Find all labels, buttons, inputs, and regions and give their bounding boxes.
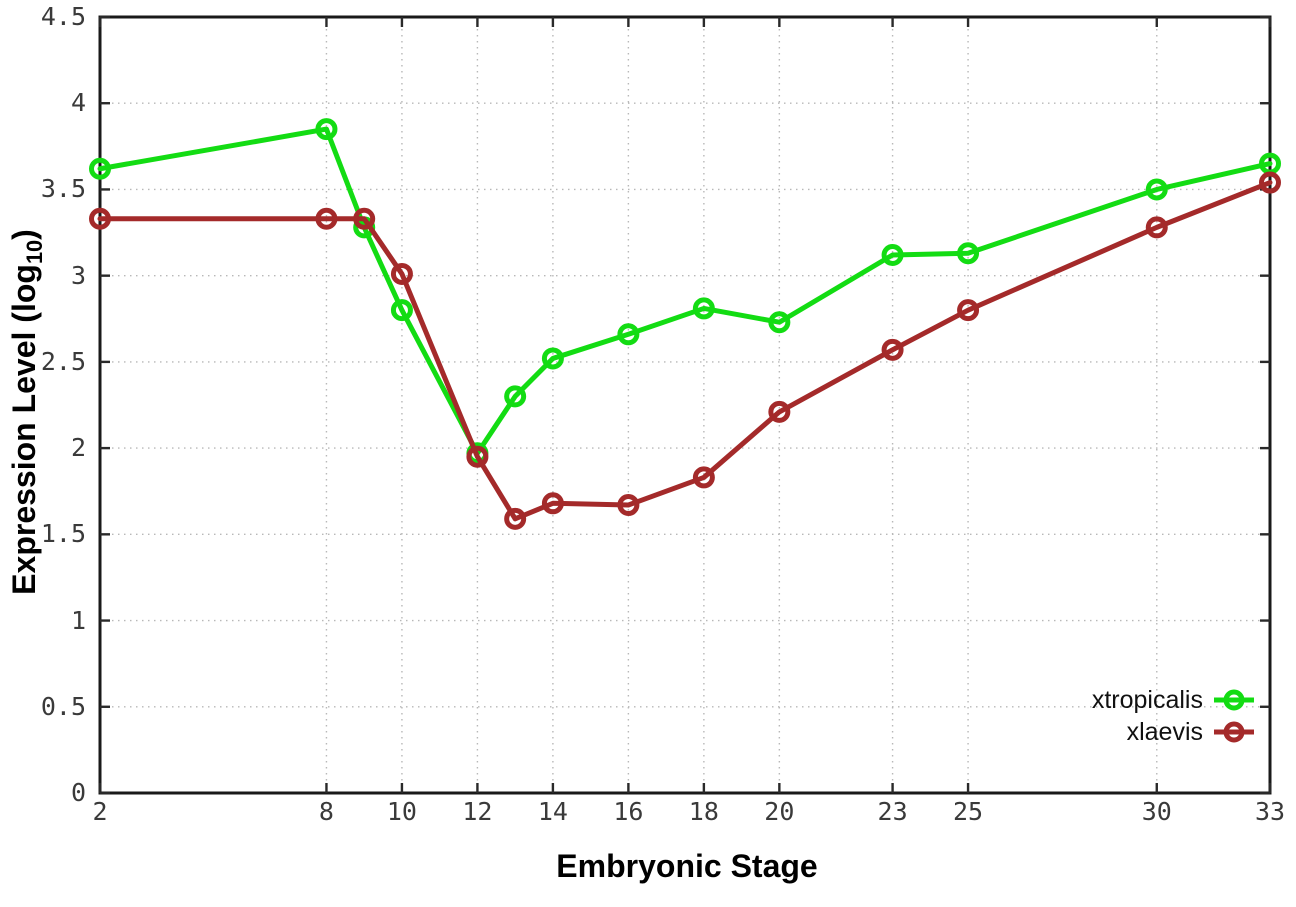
marker-xtropicalis xyxy=(768,311,791,334)
x-tick-label: 16 xyxy=(613,797,644,826)
legend-item-xtropicalis: xtropicalis xyxy=(1092,685,1256,715)
y-tick-label: 3 xyxy=(70,260,86,290)
marker-xlaevis xyxy=(1259,171,1281,194)
x-tick-label: 10 xyxy=(386,797,417,826)
y-tick-label: 0 xyxy=(70,778,86,807)
marker-xtropicalis xyxy=(1145,178,1168,201)
marker-xtropicalis xyxy=(692,297,715,320)
y-tick-label: 3.5 xyxy=(40,174,86,204)
y-axis-title-suffix: ) xyxy=(5,229,42,240)
legend-swatch-icon xyxy=(1214,721,1254,743)
x-tick-label: 2 xyxy=(92,797,108,826)
x-tick-label: 18 xyxy=(688,797,719,826)
series-line-xlaevis xyxy=(97,180,1273,522)
x-tick-label: 14 xyxy=(537,797,568,826)
marker-xlaevis xyxy=(768,400,791,423)
legend-swatch-icon xyxy=(1214,689,1254,711)
legend-label: xlaevis xyxy=(1126,718,1203,746)
x-tick-label: 8 xyxy=(318,797,334,826)
y-axis-title-text: Expression Level (log xyxy=(5,264,42,595)
marker-xlaevis xyxy=(541,492,564,515)
marker-xlaevis xyxy=(617,494,640,517)
marker-xlaevis xyxy=(692,466,715,489)
marker-xtropicalis xyxy=(541,347,564,370)
series-line-xtropicalis xyxy=(97,126,1273,456)
x-tick-label: 30 xyxy=(1141,797,1172,826)
marker-xtropicalis xyxy=(89,157,111,180)
x-tick-label: 23 xyxy=(877,797,908,826)
x-tick-label: 20 xyxy=(764,797,795,826)
marker-xlaevis xyxy=(881,338,904,361)
x-tick-label: 12 xyxy=(462,797,493,826)
marker-xlaevis xyxy=(1145,216,1168,239)
legend: xtropicalis xlaevis xyxy=(1092,685,1256,747)
marker-xlaevis xyxy=(315,207,338,230)
y-tick-label: 1 xyxy=(70,605,86,635)
marker-xtropicalis xyxy=(617,323,640,346)
marker-xtropicalis xyxy=(881,243,904,266)
marker-xtropicalis xyxy=(957,242,980,265)
marker-xlaevis xyxy=(390,262,413,285)
y-tick-label: 2.5 xyxy=(40,346,86,376)
y-tick-label: 1.5 xyxy=(40,519,86,549)
plot-border xyxy=(98,15,1272,795)
y-tick-label: 4 xyxy=(70,88,86,118)
legend-item-xlaevis: xlaevis xyxy=(1092,717,1256,747)
x-tick-label: 33 xyxy=(1254,797,1286,826)
y-tick-label: 0.5 xyxy=(40,691,86,721)
marker-xlaevis xyxy=(504,507,527,530)
marker-xtropicalis xyxy=(504,385,527,408)
y-tick-label: 4.5 xyxy=(40,2,86,31)
x-tick-label: 25 xyxy=(953,797,984,826)
marker-xtropicalis xyxy=(390,299,413,322)
legend-label: xtropicalis xyxy=(1091,686,1203,714)
marker-xtropicalis xyxy=(315,118,338,141)
y-tick-label: 2 xyxy=(70,433,86,463)
y-axis-title-subscript: 10 xyxy=(22,239,48,265)
marker-xlaevis xyxy=(89,207,111,230)
marker-xlaevis xyxy=(957,299,980,322)
marker-xlaevis xyxy=(466,445,489,468)
x-axis-title: Embryonic Stage xyxy=(556,848,818,884)
y-axis-title: Expression Level (log10) xyxy=(6,229,48,595)
marker-xlaevis xyxy=(353,207,376,230)
